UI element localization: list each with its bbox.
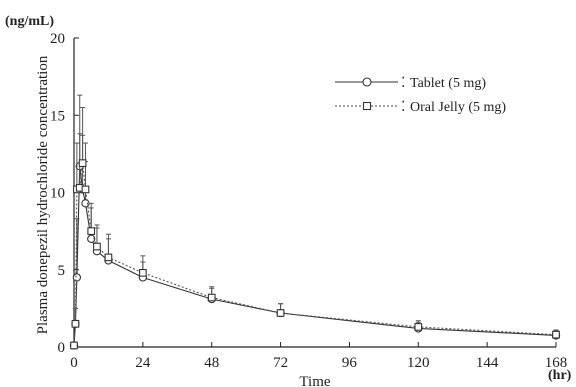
- x-tick-label: 0: [70, 355, 78, 371]
- data-point-jelly: [207, 293, 216, 302]
- legend: ⁚ Tablet (5 mg) ⁚ Oral Jelly (5 mg): [335, 76, 506, 115]
- series-tablet: [69, 94, 561, 350]
- ticks: 0 5 10 15 20 0 24 48 72 96 120 144 168: [50, 31, 567, 371]
- x-tick-label: 168: [545, 355, 568, 371]
- x-tick-label: 48: [204, 355, 219, 371]
- data-point-jelly: [87, 227, 96, 235]
- data-point-jelly: [71, 319, 80, 328]
- series-line-tablet: [73, 166, 557, 346]
- data-point-jelly: [78, 159, 87, 167]
- data-point-jelly: [139, 268, 147, 277]
- x-tick-label: 72: [273, 355, 288, 371]
- y-tick-label: 10: [50, 186, 65, 202]
- data-point-jelly: [414, 323, 423, 331]
- x-axis-label: Time: [299, 374, 330, 387]
- legend-colon-tablet: ⁚: [401, 76, 405, 91]
- legend-marker-jelly: [362, 101, 372, 111]
- x-tick-label: 144: [476, 355, 499, 371]
- y-tick-label: 20: [50, 31, 65, 47]
- data-point-jelly: [81, 185, 90, 194]
- series-line-jelly: [73, 163, 557, 346]
- data-point-tablet: [72, 273, 82, 282]
- x-tick-label: 120: [407, 355, 430, 371]
- x-unit-label: (hr): [548, 368, 572, 383]
- data-point-jelly: [70, 341, 78, 350]
- x-tick-label: 96: [342, 355, 358, 371]
- series-jelly: [70, 107, 560, 350]
- data-point-jelly: [552, 330, 560, 339]
- legend-colon-jelly: ⁚: [401, 100, 405, 115]
- x-tick-label: 24: [135, 355, 151, 371]
- data-point-tablet: [81, 199, 90, 208]
- y-unit-label: (ng/mL): [5, 14, 54, 29]
- legend-label-jelly: Oral Jelly (5 mg): [410, 100, 506, 115]
- y-tick-label: 5: [58, 263, 66, 279]
- data-point-jelly: [93, 242, 101, 251]
- data-point-jelly: [276, 309, 285, 317]
- data-point-tablet: [87, 234, 96, 243]
- y-axis-label: Plasma donepezil hydrochloride concentra…: [35, 55, 51, 334]
- legend-marker-tablet: [362, 77, 372, 87]
- legend-label-tablet: Tablet (5 mg): [410, 76, 486, 91]
- series-layer: [69, 94, 561, 350]
- y-tick-label: 15: [50, 108, 65, 124]
- y-tick-label: 0: [58, 340, 66, 356]
- data-point-jelly: [104, 253, 113, 262]
